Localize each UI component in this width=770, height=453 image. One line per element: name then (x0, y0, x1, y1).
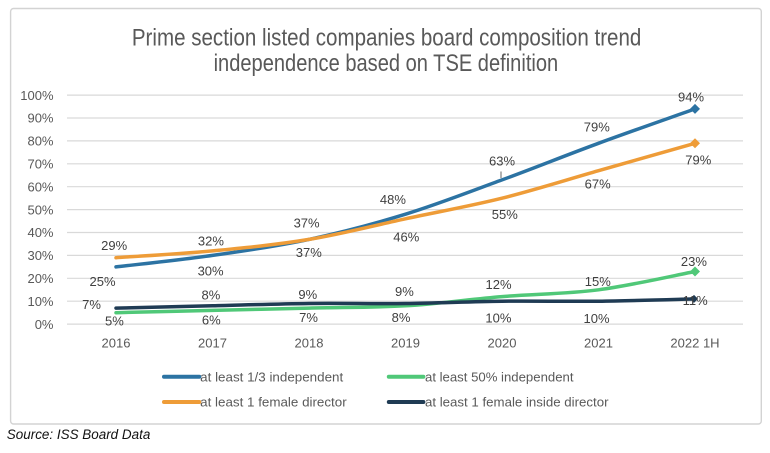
svg-text:11%: 11% (683, 293, 708, 308)
svg-text:94%: 94% (678, 90, 704, 105)
svg-text:8%: 8% (202, 287, 221, 302)
svg-text:7%: 7% (299, 310, 318, 325)
svg-text:79%: 79% (685, 153, 711, 168)
svg-text:10%: 10% (485, 310, 511, 325)
svg-text:6%: 6% (202, 313, 221, 328)
svg-text:50%: 50% (27, 202, 53, 217)
svg-text:30%: 30% (27, 248, 53, 263)
svg-text:29%: 29% (101, 238, 127, 253)
svg-text:32%: 32% (198, 234, 224, 249)
svg-text:15%: 15% (585, 274, 611, 289)
svg-text:at least 1 female director: at least 1 female director (200, 395, 347, 410)
svg-text:79%: 79% (584, 119, 610, 134)
svg-text:2016: 2016 (102, 336, 131, 351)
svg-text:48%: 48% (380, 192, 406, 207)
svg-text:10%: 10% (583, 311, 609, 326)
svg-text:5%: 5% (105, 314, 124, 329)
svg-text:12%: 12% (485, 277, 511, 292)
svg-text:80%: 80% (27, 134, 53, 149)
svg-text:70%: 70% (27, 157, 53, 172)
svg-text:60%: 60% (27, 179, 53, 194)
svg-text:67%: 67% (585, 177, 611, 192)
svg-text:25%: 25% (89, 274, 115, 289)
svg-text:0%: 0% (35, 317, 54, 332)
svg-text:at least 1/3 independent: at least 1/3 independent (200, 370, 343, 385)
svg-text:Source: ISS Board Data: Source: ISS Board Data (7, 427, 151, 442)
svg-text:37%: 37% (296, 245, 322, 260)
svg-text:46%: 46% (393, 230, 419, 245)
svg-text:2022 1H: 2022 1H (670, 336, 719, 351)
svg-text:10%: 10% (27, 294, 53, 309)
svg-text:40%: 40% (27, 225, 53, 240)
svg-text:30%: 30% (198, 263, 224, 278)
svg-text:9%: 9% (395, 284, 414, 299)
svg-text:2017: 2017 (198, 336, 227, 351)
svg-text:Prime section listed companies: Prime section listed companies board com… (132, 24, 642, 51)
svg-text:2020: 2020 (488, 336, 517, 351)
svg-text:55%: 55% (492, 207, 518, 222)
svg-text:2021: 2021 (584, 336, 613, 351)
svg-text:7%: 7% (82, 297, 101, 312)
svg-text:2019: 2019 (391, 336, 420, 351)
svg-text:90%: 90% (27, 111, 53, 126)
svg-text:100%: 100% (20, 88, 54, 103)
svg-text:20%: 20% (27, 271, 53, 286)
svg-text:8%: 8% (392, 310, 411, 325)
svg-text:independence based on TSE defi: independence based on TSE definition (214, 50, 559, 77)
svg-text:at least 50% independent: at least 50% independent (425, 370, 574, 385)
svg-text:at least 1 female inside direc: at least 1 female inside director (425, 395, 609, 410)
svg-text:2018: 2018 (295, 336, 324, 351)
svg-text:63%: 63% (489, 154, 515, 169)
svg-text:23%: 23% (681, 254, 707, 269)
svg-text:37%: 37% (294, 216, 320, 231)
svg-text:9%: 9% (298, 287, 317, 302)
